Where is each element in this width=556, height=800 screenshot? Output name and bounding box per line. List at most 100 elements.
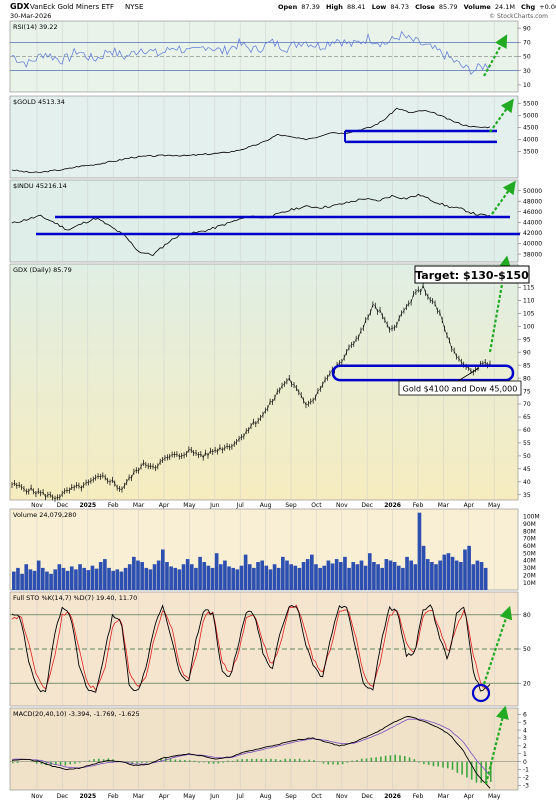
volume-bar <box>198 556 202 590</box>
vol-ytick-label: 60M <box>523 543 536 550</box>
volume-bar <box>127 564 132 590</box>
volume-bar <box>281 556 285 590</box>
macd-hist-bar <box>337 761 339 765</box>
macd-hist-bar <box>59 761 62 766</box>
vol-title: Volume 24,079,280 <box>13 511 76 519</box>
low-value: 84.73 <box>390 3 409 11</box>
gold-ytick-label: 3500 <box>523 149 538 156</box>
month-label: Feb <box>413 793 424 800</box>
volume-bar <box>12 571 16 590</box>
volume-bar <box>78 564 82 590</box>
target-label: Target: $130-$150 <box>415 269 529 282</box>
vol-ytick-label: 80M <box>523 528 536 535</box>
macd-ytick-label: 6 <box>523 712 527 719</box>
volume-bar <box>450 556 455 590</box>
gdx-ytick-label: 65 <box>523 414 531 421</box>
volume-bar <box>322 565 327 590</box>
rsi-ytick-label: 90 <box>523 25 531 32</box>
month-label: Dec <box>57 502 69 509</box>
vol-ytick-label: 20M <box>523 572 536 579</box>
volume-bar <box>372 562 376 590</box>
sto-ytick-label: 50 <box>523 646 531 653</box>
close-value: 85.79 <box>439 3 458 11</box>
month-label: Jul <box>236 793 245 800</box>
vol-ytick-label: 10M <box>523 580 536 587</box>
volume-bar <box>98 562 103 590</box>
gdx-ytick-label: 80 <box>523 375 531 382</box>
sto-arrow <box>482 605 513 685</box>
volume-bar <box>161 549 165 590</box>
support-box <box>398 380 522 396</box>
chg-label: Chg <box>521 3 535 11</box>
macd-signal-line <box>11 718 491 776</box>
sto-title: Full STO %K(14,7) %D(7) 19.40, 11.70 <box>13 594 137 602</box>
volume-bar <box>272 564 277 590</box>
macd-hist-bar <box>303 760 306 762</box>
volume-bar <box>239 565 244 590</box>
month-label: Jun <box>209 502 220 509</box>
macd-hist-bar <box>31 761 33 763</box>
volume-bar <box>463 549 467 590</box>
volume-value: 24.1M <box>495 3 515 11</box>
macd-hist-bar <box>322 761 325 764</box>
fund-name: VanEck Gold Miners ETF <box>30 3 114 11</box>
volume-bar <box>28 569 33 590</box>
macd-hist-bar <box>126 761 129 763</box>
macd-hist-bar <box>203 761 205 763</box>
macd-hist-bar <box>74 761 76 764</box>
month-label: May <box>183 793 196 800</box>
indu-title: $INDU 45216.14 <box>13 182 67 190</box>
indu-ytick-label: 40000 <box>523 241 542 248</box>
macd-hist-bar <box>131 761 134 765</box>
volume-bar <box>61 567 66 590</box>
volume-bar <box>107 567 111 590</box>
gdx-ytick-label: 40 <box>523 479 531 486</box>
macd-hist-bar <box>236 759 239 762</box>
volume-bar <box>115 569 120 590</box>
volume-bar <box>45 571 49 590</box>
macd-hist-bar <box>246 759 248 762</box>
gdx-line <box>11 284 491 499</box>
ohlc-readout: Open 87.39 High 88.41 Low 84.73 Close 85… <box>278 3 556 11</box>
month-label: Apr <box>159 502 170 509</box>
month-label: Apr <box>464 793 475 800</box>
gdx-ytick-label: 55 <box>523 440 531 447</box>
gdx-month-axis: Nov Dec 2025 Feb Mar Apr May Jun Jul Aug Sep Oct Nov… <box>31 502 501 509</box>
volume-bar <box>156 560 161 590</box>
indu-ytick-label: 50000 <box>523 188 542 195</box>
macd-hist-bar <box>16 761 19 763</box>
gdx-ytick-label: 110 <box>523 298 535 305</box>
macd-hist-bar <box>174 759 177 762</box>
macd-hist-bar <box>480 761 483 783</box>
indu-ytick-label: 46000 <box>523 209 542 216</box>
macd-hist-bar <box>93 759 95 762</box>
gdx-support-box <box>331 364 515 382</box>
volume-bar <box>86 570 91 590</box>
volume-bar <box>65 570 70 590</box>
macd-hist-bar <box>466 761 468 778</box>
month-label: Nov <box>336 793 348 800</box>
month-label: May <box>488 502 501 509</box>
volume-bar <box>218 564 223 590</box>
volume-bar <box>185 559 190 590</box>
macd-hist-bar <box>370 757 373 762</box>
month-label: Feb <box>108 793 119 800</box>
macd-hist-bar <box>207 761 210 764</box>
volume-bar <box>425 559 430 590</box>
macd-hist-bar <box>40 761 43 765</box>
volume-bar <box>396 565 401 590</box>
macd-hist-bar <box>346 761 349 763</box>
macd-hist-bar <box>270 758 272 762</box>
macd-hist-bar <box>169 758 172 762</box>
macd-hist-bar <box>279 759 282 762</box>
macd-hist-bar <box>188 760 191 762</box>
volume-bar <box>442 554 447 590</box>
indu-ytick-label: 42000 <box>523 230 542 237</box>
macd-hist-bar <box>341 761 344 765</box>
volume-bar <box>247 564 252 590</box>
volume-bar <box>434 564 438 590</box>
volume-bar <box>144 567 149 590</box>
volume-bar <box>330 563 335 590</box>
month-label: Apr <box>464 502 475 509</box>
